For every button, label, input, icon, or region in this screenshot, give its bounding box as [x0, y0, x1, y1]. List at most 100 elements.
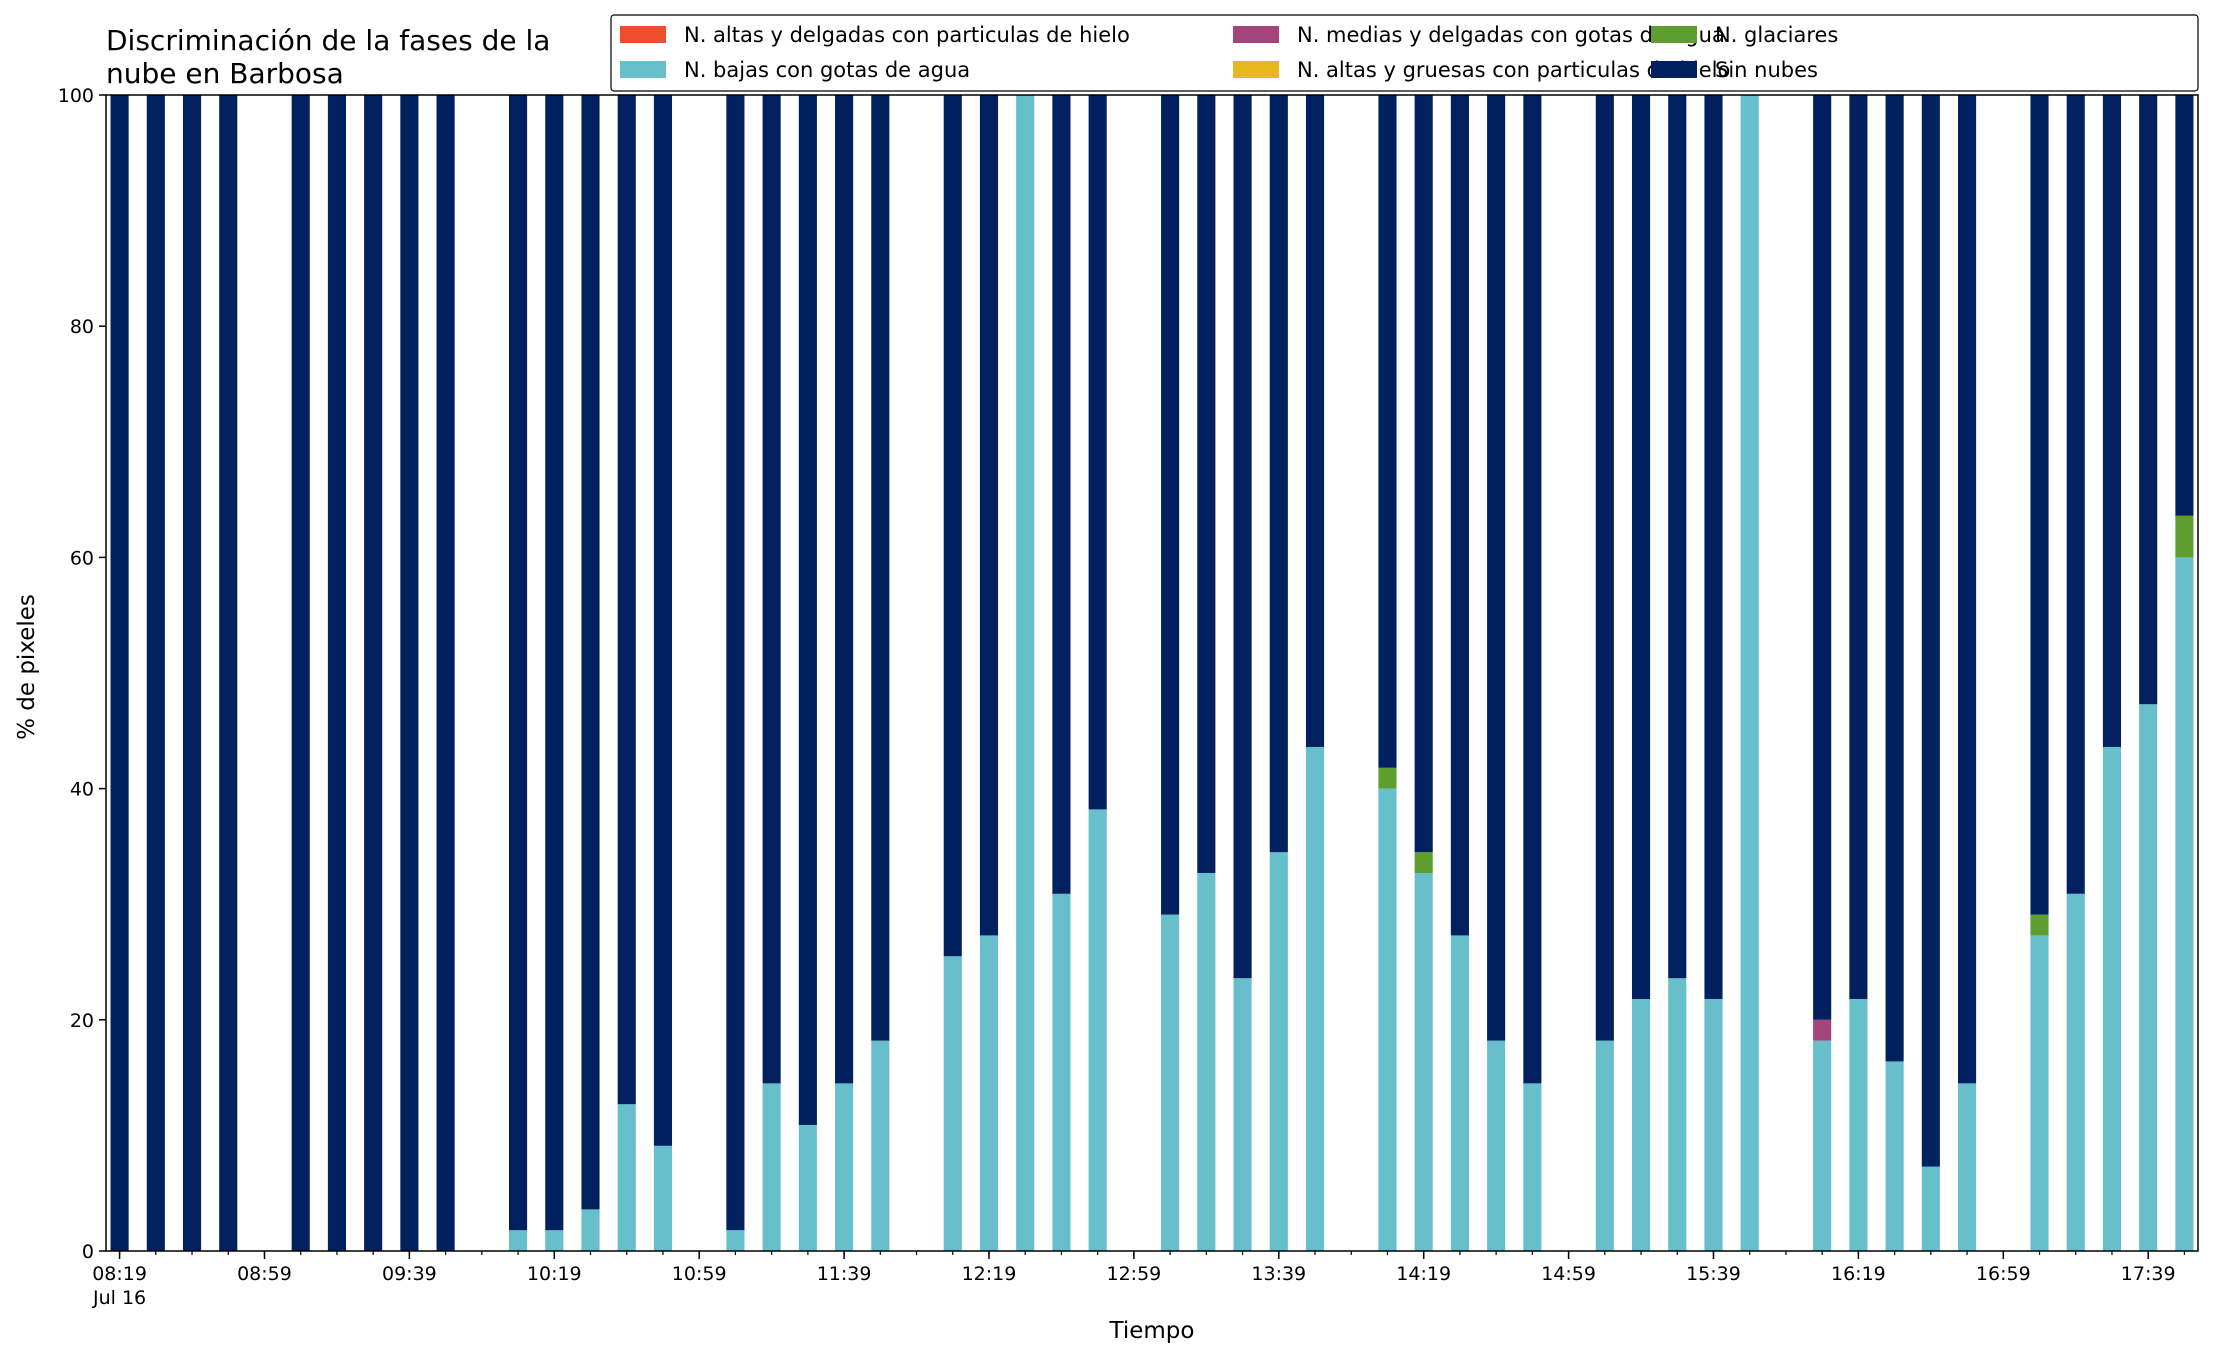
bar-segment-1409-series-3 [1378, 767, 1397, 789]
bar-segment-1749-series-2 [2175, 557, 2194, 1251]
bar-segment-1239-series-5 [1052, 95, 1071, 894]
bar-segment-1039-series-5 [617, 95, 636, 1105]
bar-segment-1649-series-2 [1958, 1083, 1977, 1251]
bar-segment-1729-series-5 [2102, 95, 2122, 747]
bar-segment-1639-series-5 [1921, 95, 1940, 1167]
bar-segment-1509-series-2 [1595, 1040, 1614, 1251]
bar-segment-1349-series-5 [1305, 95, 1325, 747]
bar-segment-1349-series-2 [1305, 746, 1325, 1251]
bar-segment-1129-series-2 [798, 1125, 817, 1251]
bar-segment-1409-series-2 [1378, 788, 1397, 1251]
bars-layer [110, 95, 2194, 1251]
bar-segment-1249-series-5 [1088, 95, 1107, 810]
legend-swatch-2 [620, 61, 666, 78]
bar-segment-1049-series-2 [653, 1145, 673, 1251]
bar-segment-1609-series-4 [1813, 1019, 1832, 1041]
bar-segment-1749-series-3 [2175, 515, 2194, 558]
bar-segment-1449-series-2 [1523, 1083, 1542, 1251]
y-tick-label-0: 0 [82, 1241, 94, 1263]
y-tick-label-100: 100 [58, 85, 94, 107]
bar-segment-1329-series-2 [1233, 978, 1252, 1251]
bar-segment-1009-series-2 [509, 1230, 528, 1251]
bar-segment-1739-series-2 [2139, 704, 2158, 1251]
bar-segment-1219-series-5 [979, 95, 999, 936]
bar-segment-0919-series-5 [327, 95, 346, 1251]
y-tick-label-60: 60 [70, 547, 94, 569]
bar-segment-1129-series-5 [798, 95, 817, 1125]
bar-segment-1229-series-2 [1016, 95, 1035, 1251]
legend-swatch-4 [1233, 26, 1279, 43]
x-tick-label-1459: 14:59 [1541, 1263, 1596, 1285]
bar-segment-1339-series-2 [1269, 852, 1288, 1251]
bar-segment-1529-series-5 [1668, 95, 1687, 979]
bar-segment-1109-series-5 [726, 95, 745, 1231]
bar-segment-1639-series-2 [1921, 1166, 1940, 1251]
bar-segment-1219-series-2 [979, 935, 999, 1251]
legend-label-3: N. glaciares [1715, 23, 1838, 47]
bar-segment-0849-series-5 [219, 95, 238, 1251]
bar-segment-1319-series-2 [1197, 872, 1216, 1251]
bar-segment-1009-series-5 [509, 95, 528, 1231]
bar-segment-0929-series-5 [364, 95, 383, 1251]
legend-label-2: N. bajas con gotas de agua [684, 58, 970, 82]
bar-segment-1419-series-3 [1414, 852, 1433, 873]
bar-segment-1329-series-5 [1233, 95, 1252, 979]
bar-segment-1019-series-5 [545, 95, 564, 1231]
bar-segment-1029-series-2 [581, 1209, 600, 1251]
bar-segment-1139-series-2 [835, 1083, 854, 1251]
bar-segment-1619-series-5 [1849, 95, 1868, 999]
bar-segment-1609-series-2 [1813, 1040, 1832, 1251]
bar-segment-1539-series-5 [1704, 95, 1723, 999]
x-tick-label-1739: 17:39 [2121, 1263, 2176, 1285]
x-tick-label-1219: 12:19 [962, 1263, 1017, 1285]
bar-segment-1239-series-2 [1052, 893, 1071, 1251]
bar-segment-1519-series-5 [1631, 95, 1651, 999]
bar-segment-1539-series-2 [1704, 998, 1723, 1251]
bar-segment-1719-series-2 [2066, 893, 2085, 1251]
x-tick-label-0859: 08:59 [237, 1263, 292, 1285]
bar-segment-1619-series-2 [1849, 998, 1868, 1251]
x-tick-label-1539: 15:39 [1686, 1263, 1741, 1285]
bar-segment-1019-series-2 [545, 1230, 564, 1251]
bar-segment-1709-series-2 [2030, 935, 2049, 1251]
bar-segment-1309-series-5 [1161, 95, 1180, 915]
legend: N. altas y delgadas con particulas de hi… [610, 14, 2199, 92]
bar-segment-1439-series-2 [1487, 1040, 1506, 1251]
y-tick-label-40: 40 [70, 779, 94, 801]
bar-segment-1519-series-2 [1631, 998, 1651, 1251]
bar-segment-0949-series-5 [436, 95, 455, 1251]
bar-segment-1749-series-5 [2175, 95, 2194, 516]
chart-title-line-2: nube en Barbosa [106, 57, 344, 90]
bar-segment-1309-series-2 [1161, 914, 1180, 1251]
bar-segment-1719-series-5 [2066, 95, 2085, 894]
y-axis-label: % de pixeles [14, 594, 40, 740]
plot-frame [105, 94, 2199, 1252]
bar-segment-1109-series-2 [726, 1230, 745, 1251]
bar-segment-1209-series-5 [943, 95, 962, 957]
bar-segment-1439-series-5 [1487, 95, 1506, 1041]
bar-segment-1649-series-5 [1958, 95, 1977, 1084]
legend-swatch-3 [1651, 26, 1697, 43]
bar-segment-1609-series-5 [1813, 95, 1832, 1020]
bar-segment-1629-series-2 [1885, 1061, 1904, 1251]
bar-segment-1729-series-2 [2102, 746, 2122, 1251]
bar-segment-1339-series-5 [1269, 95, 1288, 853]
x-tick-label-1059: 10:59 [672, 1263, 727, 1285]
x-tick-label-1619: 16:19 [1831, 1263, 1886, 1285]
bar-segment-1629-series-5 [1885, 95, 1904, 1062]
x-tick-sublabel-date: Jul 16 [92, 1287, 146, 1309]
y-tick-label-20: 20 [70, 1010, 94, 1032]
x-tick-label-1019: 10:19 [527, 1263, 582, 1285]
bar-segment-1029-series-5 [581, 95, 600, 1210]
bar-segment-1549-series-2 [1740, 95, 1759, 1251]
legend-box [610, 14, 2199, 92]
bar-segment-1119-series-2 [762, 1083, 781, 1251]
bar-segment-1139-series-5 [835, 95, 854, 1084]
bar-segment-1039-series-2 [617, 1104, 636, 1251]
bar-segment-1709-series-3 [2030, 914, 2049, 936]
y-tick-label-80: 80 [70, 316, 94, 338]
bar-segment-0829-series-5 [146, 95, 165, 1251]
bar-segment-1529-series-2 [1668, 978, 1687, 1251]
bar-segment-1209-series-2 [943, 956, 962, 1251]
